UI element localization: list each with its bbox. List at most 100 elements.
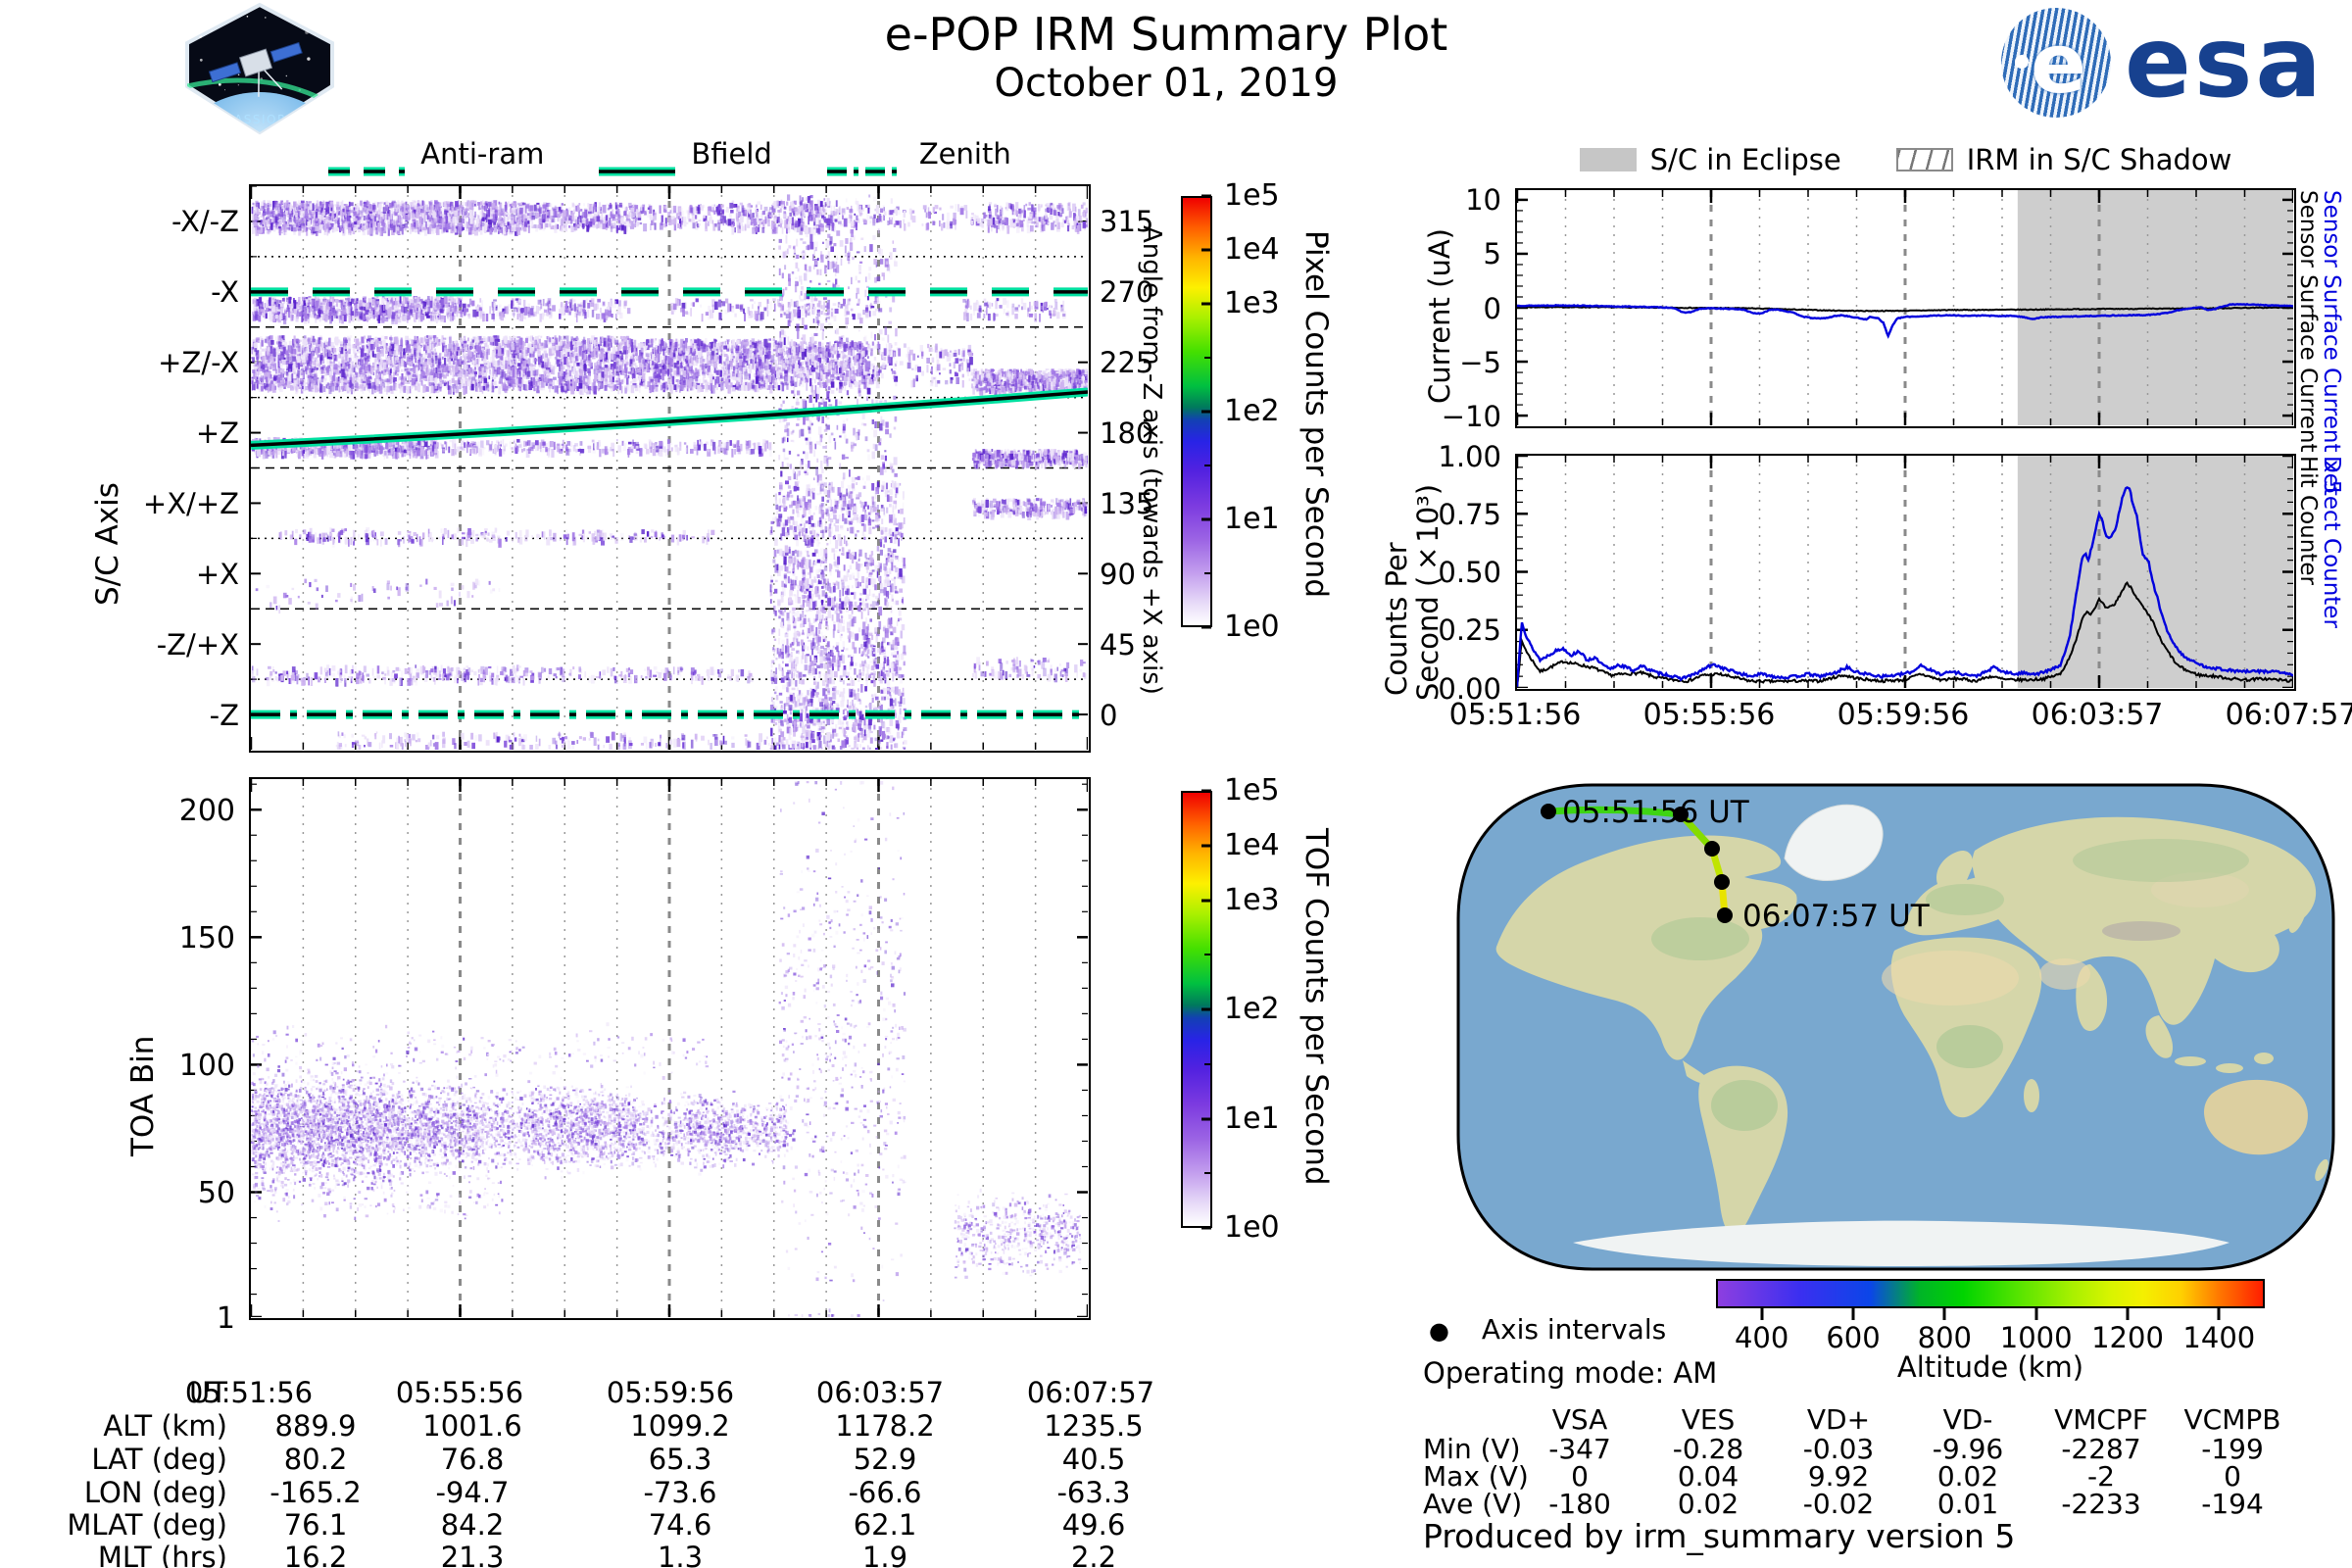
ephemeris-value: 76.8 (384, 1443, 561, 1476)
ephemeris-value: 1.3 (592, 1541, 768, 1568)
voltage-value: -2287 (2023, 1433, 2180, 1465)
voltage-value: 9.92 (1760, 1460, 1917, 1493)
tick-label: +Z/-X (92, 346, 239, 379)
tick-label: 225 (1100, 346, 1153, 379)
tick-label: 1e5 (1224, 773, 1280, 808)
voltage-value: -2 (2023, 1460, 2180, 1493)
tick-label: +X (92, 558, 239, 591)
detect-counter-label: Detect Counter (2319, 456, 2344, 750)
sahara-desert (1882, 951, 2019, 1005)
tof-colorbar-title: TOF Counts per Second (1298, 828, 1334, 1220)
axis-intervals-legend: ● Axis intervals (1429, 1313, 1666, 1346)
voltage-column-header: VMCPF (2023, 1403, 2180, 1436)
greenland (1784, 804, 1884, 881)
tick-label: 05:55:56 (1631, 698, 1788, 732)
voltage-column-header: VSA (1501, 1403, 1658, 1436)
ephemeris-value: 62.1 (797, 1508, 973, 1542)
esa-globe-icon: e (2001, 8, 2111, 118)
tick-label: +Z (92, 416, 239, 450)
na-green (1651, 917, 1749, 960)
voltage-value: -2233 (2023, 1488, 2180, 1520)
tick-label: 1.00 (1423, 440, 1501, 473)
tick-label: 10 (1417, 183, 1501, 217)
axis-interval-dot (1717, 907, 1733, 923)
tick-label: 0 (1100, 699, 1117, 732)
pixel-colorbar-title: Pixel Counts per Second (1298, 230, 1334, 622)
tick-label: 1400 (2170, 1321, 2268, 1354)
ephemeris-value: -73.6 (592, 1476, 768, 1509)
voltage-row-label: Ave (V) (1423, 1488, 1531, 1520)
legend-item-zenith: Zenith (826, 137, 1011, 176)
ephemeris-value: 76.1 (227, 1508, 404, 1542)
ephemeris-value: 06:07:57 (1003, 1376, 1179, 1409)
ephemeris-value: 889.9 (227, 1409, 404, 1443)
legend-item-hatch: IRM in S/C Shadow (1895, 143, 2231, 176)
voltage-row-label: Max (V) (1423, 1460, 1531, 1493)
voltage-value: -0.28 (1630, 1433, 1787, 1465)
cassiope-mission-patch: CASSIOPE (185, 2, 334, 135)
esa-wordmark: esa (2125, 14, 2325, 112)
tick-label: 1e1 (1224, 502, 1280, 536)
southeast-asia (2145, 1015, 2174, 1058)
tick-label: 100 (137, 1049, 235, 1083)
japan (2288, 896, 2308, 933)
page-subtitle: October 01, 2019 (686, 61, 1646, 106)
voltage-value: -199 (2154, 1433, 2311, 1465)
axis-interval-dot (1541, 804, 1556, 819)
voltage-value: 0.04 (1630, 1460, 1787, 1493)
tick-label: 400 (1713, 1321, 1811, 1354)
orientation-legend: Anti-ram Bfield Zenith (249, 137, 1091, 180)
voltage-value: 0.01 (1889, 1488, 2046, 1520)
ephemeris-value: 05:55:56 (371, 1376, 548, 1409)
tick-label: 5 (1417, 237, 1501, 270)
hatch-swatch (1895, 148, 1953, 172)
voltage-row-label: Min (V) (1423, 1433, 1531, 1465)
tick-label: −5 (1417, 346, 1501, 379)
voltage-value: -194 (2154, 1488, 2311, 1520)
eclipse-legend: S/C in Eclipse IRM in S/C Shadow (1515, 143, 2296, 176)
tick-label: 0.50 (1423, 556, 1501, 589)
tick-label: 1 (137, 1301, 235, 1336)
produced-by: Produced by irm_summary version 5 (1423, 1517, 2015, 1555)
voltage-value: -347 (1501, 1433, 1658, 1465)
ephemeris-value: 21.3 (384, 1541, 561, 1568)
tick-label: 1e2 (1224, 394, 1280, 428)
tick-label: 1e4 (1224, 232, 1280, 267)
voltage-value: 0 (1501, 1460, 1658, 1493)
legend-item-bfield: Bfield (599, 137, 772, 176)
ephemeris-value: 49.6 (1005, 1508, 1182, 1542)
tick-label: 800 (1895, 1321, 1993, 1354)
continent-asia (1972, 816, 2317, 1025)
tick-label: 0.75 (1423, 498, 1501, 531)
map-continents (1495, 804, 2328, 1266)
ephemeris-value: 16.2 (227, 1541, 404, 1568)
zenith-line-sample (826, 150, 904, 176)
page-title: e-POP IRM Summary Plot (686, 8, 1646, 61)
orbit-track (1541, 804, 1733, 923)
ephemeris-value: 1235.5 (1005, 1409, 1182, 1443)
ephemeris-value: -94.7 (384, 1476, 561, 1509)
antarctica (1573, 1220, 2230, 1266)
ephemeris-row-label: UT (59, 1376, 227, 1409)
pixel-colorbar (1181, 196, 1212, 627)
current-plot-panel (1515, 188, 2296, 428)
indonesia-3 (2254, 1053, 2274, 1064)
amazon-forest (1711, 1080, 1778, 1131)
tick-label: 150 (137, 921, 235, 956)
ephemeris-value: 06:03:57 (792, 1376, 968, 1409)
voltage-value: -180 (1501, 1488, 1658, 1520)
ephemeris-value: 2.2 (1005, 1541, 1182, 1568)
sensor-surface-current-x5-label: Sensor Surface Current x 5 (2319, 190, 2344, 661)
tick-label: 1e4 (1224, 828, 1280, 862)
voltage-value: -0.03 (1760, 1433, 1917, 1465)
ephemeris-value: 80.2 (227, 1443, 404, 1476)
tick-label: 1000 (1987, 1321, 2085, 1354)
tick-label: 600 (1804, 1321, 1902, 1354)
ephemeris-row-label: ALT (km) (59, 1409, 227, 1443)
axis-interval-dot (1673, 807, 1689, 822)
counts-ylabel-line1: Counts Per (1380, 461, 1413, 696)
continent-australia (2204, 1079, 2308, 1155)
voltage-column-header: VD+ (1760, 1403, 1917, 1436)
tick-label: 200 (137, 794, 235, 828)
voltage-column-header: VCMPB (2154, 1403, 2311, 1436)
